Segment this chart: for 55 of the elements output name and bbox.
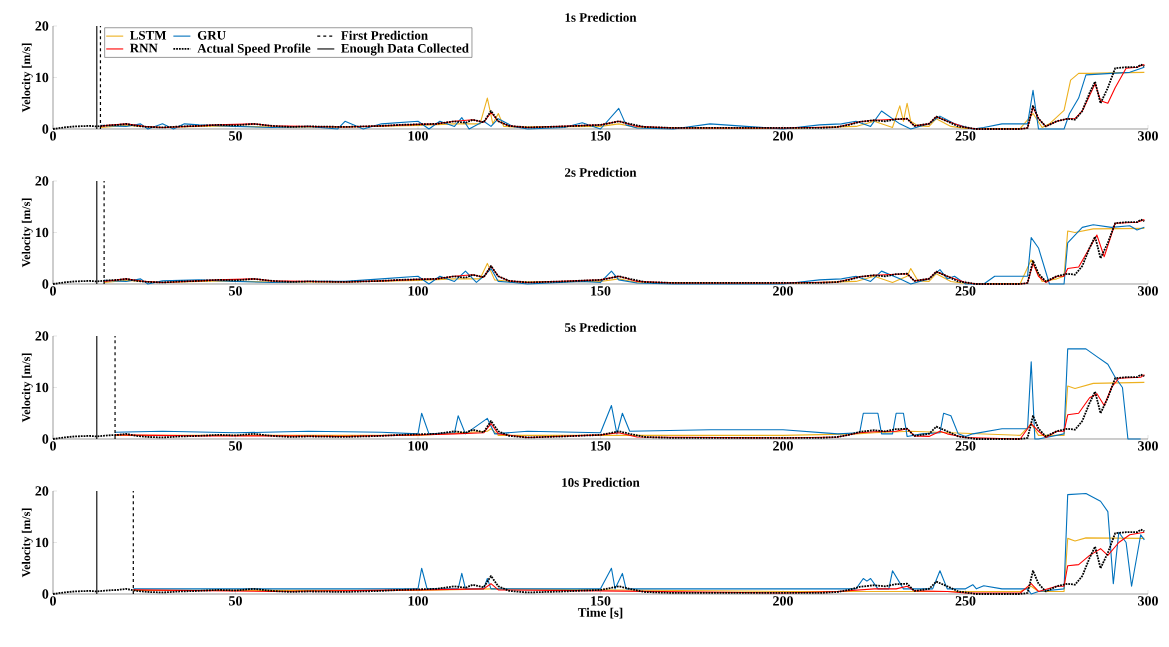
x-tick-label: 250: [955, 596, 976, 606]
y-tick-label: 20: [35, 486, 49, 496]
x-tick-label: 250: [955, 286, 976, 296]
x-tick-label: 50: [229, 441, 242, 451]
chart-title: 2s Prediction: [565, 167, 637, 177]
x-tick-label: 300: [1138, 286, 1158, 296]
x-tick-label: 100: [408, 441, 428, 451]
y-tick-label: 10: [35, 382, 49, 393]
chart-title: 10s Prediction: [562, 477, 640, 487]
y-tick-label: 0: [42, 124, 49, 134]
x-tick-label: 150: [591, 596, 611, 606]
x-tick-label: 200: [773, 131, 793, 141]
y-tick-label: 20: [35, 176, 49, 186]
x-tick-label: 50: [229, 596, 242, 606]
x-tick-label: 250: [955, 441, 976, 451]
x-tick-label: 150: [591, 441, 611, 451]
x-tick-label: 150: [591, 131, 611, 141]
x-tick-label: 100: [408, 131, 428, 141]
y-axis-title: Velocity [m/s]: [21, 353, 33, 423]
y-tick-label: 0: [42, 279, 49, 289]
x-tick-label: 300: [1138, 131, 1158, 141]
x-tick-label: 300: [1138, 596, 1158, 606]
x-tick-label: 200: [773, 441, 793, 451]
x-tick-label: 150: [591, 286, 611, 296]
x-tick-label: 0: [50, 286, 56, 296]
y-tick-label: 10: [35, 537, 49, 548]
y-tick-label: 20: [35, 331, 49, 341]
y-axis-title: Velocity [m/s]: [21, 508, 33, 578]
legend-label: RNN: [129, 43, 158, 53]
legend-label: Enough Data Collected: [341, 43, 469, 56]
x-tick-label: 0: [50, 441, 56, 451]
x-tick-label: 0: [50, 596, 56, 606]
legend-label: Actual Speed Profile: [197, 43, 311, 56]
y-axis-title: Velocity [m/s]: [21, 43, 33, 113]
x-tick-label: 100: [408, 596, 428, 606]
y-tick-label: 0: [42, 589, 49, 599]
x-tick-label: 100: [408, 286, 428, 296]
y-tick-label: 0: [42, 434, 49, 444]
y-tick-label: 10: [35, 227, 49, 238]
x-tick-label: 300: [1138, 441, 1158, 451]
chart-title: 1s Prediction: [565, 12, 637, 22]
chart-title: 5s Prediction: [564, 322, 637, 332]
legend-label: GRU: [197, 30, 226, 40]
x-tick-label: 0: [50, 131, 56, 141]
x-tick-label: 50: [229, 286, 242, 296]
legend-label: First Prediction: [341, 30, 428, 40]
x-tick-label: 200: [773, 596, 793, 606]
y-tick-label: 20: [35, 21, 49, 31]
x-tick-label: 50: [229, 131, 242, 141]
x-tick-label: 200: [773, 286, 793, 296]
x-tick-label: 250: [955, 131, 976, 141]
y-axis-title: Velocity [m/s]: [21, 198, 33, 268]
y-tick-label: 10: [35, 72, 49, 83]
x-axis-title: Time [s]: [577, 607, 623, 619]
legend-label: LSTM: [129, 30, 167, 40]
